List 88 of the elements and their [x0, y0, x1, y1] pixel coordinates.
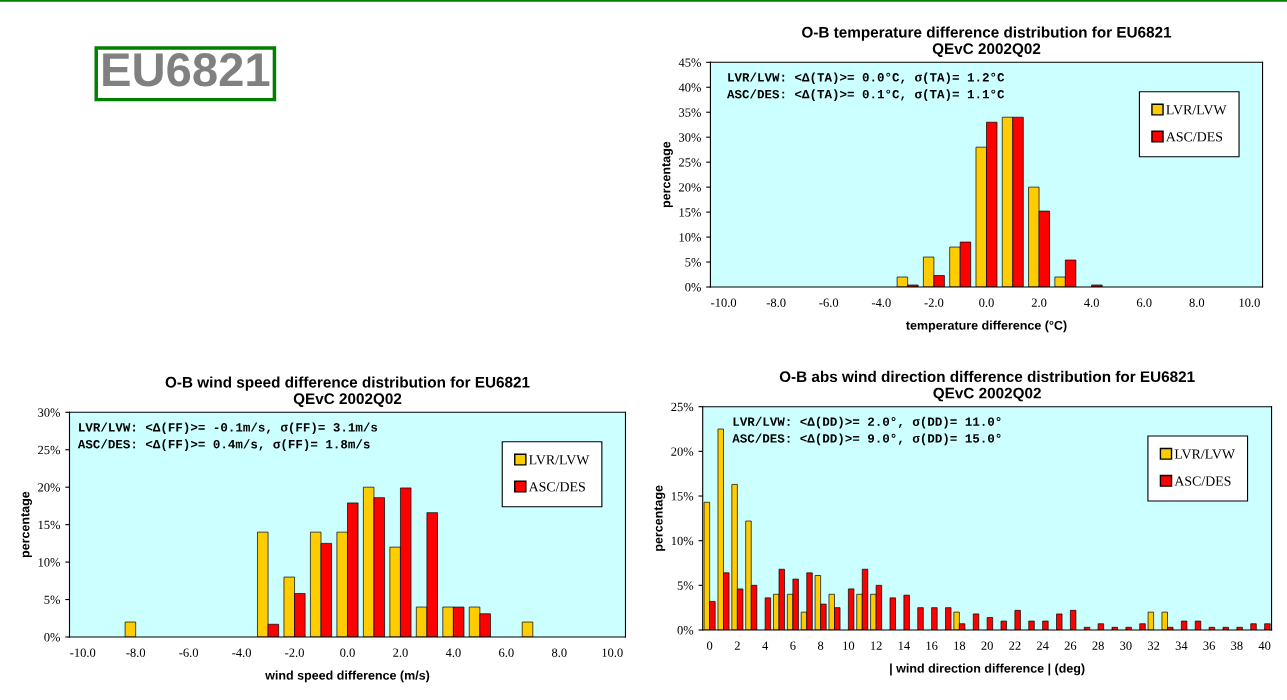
y-tick-label: 0%: [677, 626, 694, 635]
annotation: LVR/LVW: <Δ(DD)>= 2.0°, σ(DD)= 11.0°: [733, 416, 1001, 429]
x-tick-label: -4.0: [232, 648, 252, 657]
chart-title: O-B abs wind direction difference distribution for EU6821 QEvC 2002Q02: [779, 370, 1195, 402]
y-tick-label: 20%: [679, 183, 701, 192]
y-tick-label: 15%: [38, 520, 61, 530]
x-tick-label: 6: [790, 641, 796, 650]
x-tick-label: 6.0: [499, 648, 514, 657]
y-tick-label: 20%: [38, 483, 61, 492]
x-tick-label: -6.0: [819, 298, 839, 307]
x-tick-label: 10.0: [1239, 298, 1260, 307]
y-tick-label: 25%: [671, 402, 694, 412]
x-tick-label: 4.0: [445, 648, 461, 657]
x-tick-label: -10.0: [711, 298, 737, 307]
x-axis-title: wind speed difference (m/s): [265, 670, 430, 683]
x-tick-label: 28: [1092, 641, 1104, 650]
y-axis-title: percentage: [21, 491, 32, 558]
chart-title: O-B wind speed difference distribution for EU6821 QEvC 2002Q02: [165, 376, 530, 407]
y-tick-label: 40%: [678, 83, 701, 92]
x-tick-label: 0.0: [979, 298, 994, 307]
chart-title: O-B temperature difference distribution for EU6821 QEvC 2002Q02: [802, 26, 1172, 57]
y-axis-title: percentage: [662, 141, 673, 208]
y-tick-label: 20%: [671, 447, 694, 456]
x-tick-label: 36: [1203, 641, 1215, 650]
y-tick-label: 10%: [38, 558, 61, 567]
annotation: ASC/DES: <Δ(TA)>= 0.1°C, σ(TA)= 1.1°C: [726, 89, 1005, 101]
x-tick-label: -6.0: [179, 648, 199, 657]
x-tick-label: 10.0: [602, 648, 623, 657]
x-tick-label: 14: [898, 641, 910, 650]
x-tick-label: -4.0: [871, 298, 891, 307]
x-tick-label: 12: [870, 641, 882, 650]
x-tick-label: -2.0: [285, 648, 304, 657]
x-tick-label: 0.0: [340, 648, 355, 657]
y-tick-label: 15%: [671, 492, 694, 501]
x-tick-label: 6.0: [1136, 298, 1152, 307]
x-tick-label: -8.0: [766, 298, 786, 307]
y-tick-label: 5%: [44, 595, 61, 605]
y-tick-label: 45%: [678, 58, 701, 67]
x-tick-label: 34: [1175, 641, 1188, 650]
legend-label: ASC/DES: [528, 482, 585, 492]
annotation: LVR/LVW: <Δ(FF)>= -0.1m/s, σ(FF)= 3.1m/s: [79, 422, 378, 435]
annotation: ASC/DES: <Δ(DD)>= 9.0°, σ(DD)= 15.0°: [732, 433, 1001, 446]
x-tick-label: -2.0: [924, 298, 944, 307]
y-tick-label: 35%: [679, 108, 701, 117]
x-tick-label: 18: [954, 641, 966, 650]
x-tick-label: 20: [981, 641, 993, 650]
y-tick-label: 0%: [685, 283, 701, 292]
annotation: LVR/LVW: <Δ(TA)>= 0.0°C, σ(TA)= 1.2°C: [728, 72, 1005, 85]
x-tick-label: 26: [1064, 641, 1077, 650]
x-tick-label: 4.0: [1084, 298, 1099, 307]
legend-label: ASC/DES: [1174, 476, 1231, 486]
text: EU6821: [103, 53, 270, 87]
y-axis-title: percentage: [654, 485, 666, 551]
y-tick-label: 10%: [671, 536, 694, 546]
x-tick-label: -8.0: [126, 648, 146, 657]
y-tick-label: 30%: [38, 408, 61, 417]
x-tick-label: 8: [817, 641, 824, 650]
x-tick-label: 2.0: [393, 648, 408, 657]
legend-label: LVR/LVW: [1174, 449, 1236, 459]
x-tick-label: 32: [1147, 641, 1160, 650]
x-tick-label: 30: [1120, 641, 1132, 650]
x-axis-title: | wind direction difference | (deg): [890, 663, 1085, 676]
y-tick-label: 25%: [38, 445, 61, 455]
y-tick-label: 30%: [679, 133, 701, 142]
x-tick-label: 38: [1231, 641, 1243, 650]
y-tick-label: 5%: [677, 581, 694, 590]
x-tick-label: 24: [1036, 641, 1049, 650]
x-tick-label: 2.0: [1031, 298, 1047, 307]
x-tick-label: 8.0: [551, 648, 567, 657]
annotation: ASC/DES: <Δ(FF)>= 0.4m/s, σ(FF)= 1.8m/s: [77, 439, 370, 451]
x-tick-label: 22: [1009, 641, 1021, 650]
x-tick-label: 16: [926, 641, 938, 650]
x-tick-label: 10: [843, 641, 855, 650]
y-tick-label: 10%: [679, 233, 701, 242]
legend-label: LVR/LVW: [529, 455, 590, 465]
x-tick-label: 40: [1258, 641, 1271, 650]
y-tick-label: 0%: [44, 633, 61, 642]
x-tick-label: 0: [706, 641, 713, 650]
legend-label: ASC/DES: [1165, 132, 1223, 142]
y-tick-label: 5%: [685, 258, 701, 267]
x-axis-title: temperature difference (°C): [906, 320, 1067, 333]
x-tick-label: -10.0: [70, 648, 96, 657]
legend-label: LVR/LVW: [1166, 105, 1227, 115]
x-tick-label: 4: [762, 641, 769, 650]
y-tick-label: 25%: [679, 158, 701, 167]
y-tick-label: 15%: [679, 208, 701, 217]
x-tick-label: 2: [734, 641, 740, 650]
x-tick-label: 8.0: [1189, 298, 1205, 307]
